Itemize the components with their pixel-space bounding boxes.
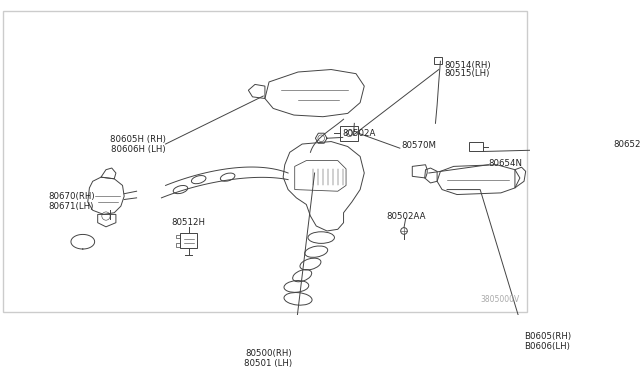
- Text: 80570M: 80570M: [401, 141, 436, 150]
- Text: 80654N: 80654N: [488, 158, 522, 167]
- Text: B0605(RH): B0605(RH): [524, 333, 571, 341]
- Text: 80514(RH): 80514(RH): [445, 61, 491, 70]
- Text: 80671(LH): 80671(LH): [48, 202, 93, 211]
- Text: 80512H: 80512H: [172, 218, 205, 227]
- Bar: [340, 126, 358, 141]
- Text: 80605H (RH): 80605H (RH): [109, 135, 166, 144]
- Text: 80502AA: 80502AA: [386, 212, 426, 221]
- Text: 80652N: 80652N: [614, 140, 640, 148]
- Text: 80606H (LH): 80606H (LH): [111, 145, 166, 154]
- Text: 80500(RH): 80500(RH): [246, 349, 292, 358]
- Text: 80670(RH): 80670(RH): [48, 192, 95, 201]
- Text: B0606(LH): B0606(LH): [524, 342, 570, 352]
- Bar: [468, 142, 483, 151]
- Bar: [177, 243, 180, 247]
- Bar: [180, 234, 197, 248]
- Bar: [434, 57, 442, 64]
- Text: 80515(LH): 80515(LH): [445, 69, 490, 78]
- Bar: [177, 235, 180, 238]
- Text: 80501 (LH): 80501 (LH): [244, 359, 292, 368]
- Text: 80502A: 80502A: [343, 129, 376, 138]
- Text: 3805000V: 3805000V: [481, 295, 520, 304]
